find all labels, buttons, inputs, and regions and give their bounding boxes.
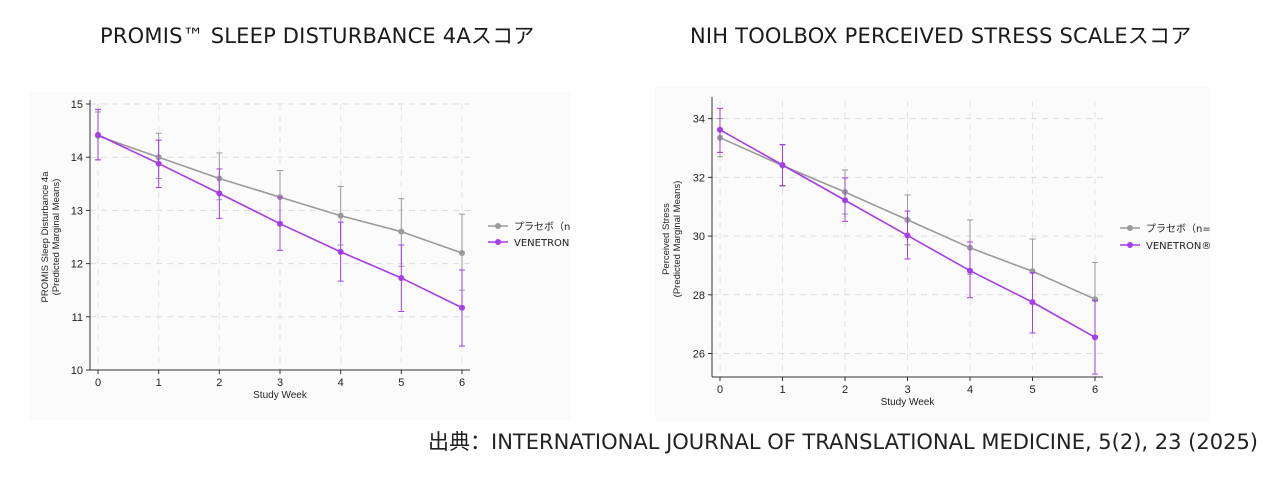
data-point-venetron [967,267,973,274]
x-axis-title: Study Week [881,397,936,408]
legend-marker [495,223,501,229]
legend-label: プラセボ（n=191） [1146,223,1210,235]
x-tick-label: 2 [842,384,848,396]
y-tick-label: 10 [71,365,83,377]
x-axis-title: Study Week [253,390,308,401]
data-point-venetron [717,126,723,133]
data-point-venetron [155,160,162,167]
x-tick-label: 5 [398,377,404,389]
x-tick-label: 2 [216,377,222,389]
right-chart-title: NIH TOOLBOX PERCEIVED STRESS SCALEスコア [690,24,1192,48]
data-point-venetron [1092,334,1098,341]
data-point-venetron [459,304,465,311]
y-axis-subtitle: (Predicted Marginal Means) [51,179,62,296]
legend-marker [495,239,501,245]
y-tick-label: 32 [693,172,705,184]
y-tick-label: 12 [71,259,83,271]
x-tick-label: 6 [459,377,465,389]
x-tick-label: 0 [95,377,101,389]
y-tick-label: 14 [71,152,83,164]
data-point-venetron [1029,299,1036,306]
data-point-venetron [337,248,344,255]
legend-label: VENETRON® (n=179) [514,238,570,249]
y-tick-label: 26 [693,349,705,361]
y-tick-label: 15 [71,99,83,111]
data-point-placebo [337,212,344,219]
y-tick-label: 13 [71,205,83,217]
data-point-venetron [277,220,283,227]
left-chart-title: PROMIS™ SLEEP DISTURBANCE 4Aスコア [100,24,535,48]
data-point-venetron [779,162,786,169]
data-point-venetron [95,131,101,138]
y-axis-title: PROMIS Sleep Disturbance 4a [40,171,51,303]
y-axis-subtitle: (Predicted Marginal Means) [672,181,683,298]
sleep-disturbance-chart-panel: 10 11 12 13 14 15 0 1 2 3 4 5 6 Study Week PROMIS Slee… [30,92,570,420]
data-point-venetron [842,197,848,204]
x-tick-label: 5 [1029,384,1035,396]
source-citation: 出典：INTERNATIONAL JOURNAL OF TRANSLATIONA… [428,430,1258,454]
x-tick-label: 1 [156,377,162,389]
y-axis-title: Perceived Stress [661,203,672,275]
data-point-placebo [459,249,465,256]
x-tick-label: 6 [1092,384,1098,396]
legend-marker [1127,225,1133,231]
x-tick-label: 1 [779,384,785,396]
data-point-placebo [398,228,405,235]
legend-label: VENETRON®(n=179) [1146,241,1210,252]
x-tick-label: 3 [904,384,910,396]
legend-label: プラセボ（n=191） [514,221,570,233]
x-tick-label: 4 [967,384,973,396]
x-tick-label: 3 [277,377,283,389]
data-point-venetron [904,232,911,239]
y-tick-label: 28 [693,290,705,302]
x-tick-label: 4 [338,377,344,389]
y-tick-label: 34 [693,114,705,126]
x-tick-label: 0 [717,384,723,396]
y-tick-label: 30 [693,231,705,243]
data-point-venetron [216,190,223,197]
y-tick-label: 11 [72,312,83,324]
perceived-stress-chart-panel: 26 28 30 32 34 0 1 2 3 4 5 6 Study Week Perceived Str… [655,87,1210,422]
legend-marker [1127,242,1133,248]
data-point-venetron [398,274,405,281]
